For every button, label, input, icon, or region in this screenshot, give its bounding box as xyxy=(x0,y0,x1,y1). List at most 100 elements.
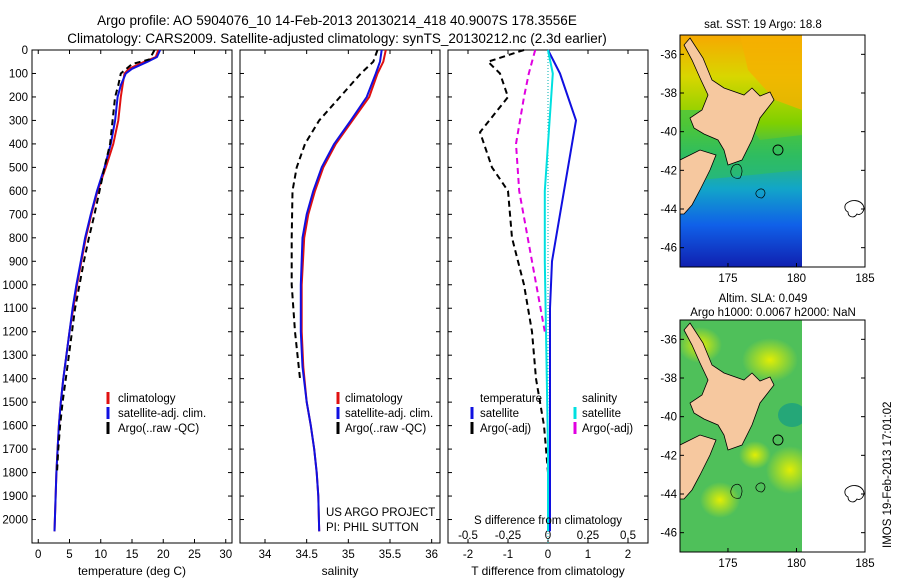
sst-map xyxy=(680,35,802,267)
x-tick-label: -1 xyxy=(503,549,513,561)
temperature-plot: 0 5 10 15 20 25 30 xyxy=(35,49,232,561)
sla-low-blob xyxy=(778,403,802,427)
x-tick-label: 34.5 xyxy=(295,549,317,561)
map-y-tick-label: -42 xyxy=(660,450,677,462)
temperature-panel xyxy=(31,49,233,544)
sla-bathymetry-contour xyxy=(730,482,766,499)
map-y-tick-label: -46 xyxy=(660,243,677,255)
x-tick-label: 10 xyxy=(94,549,107,561)
series-argo-raw-qc xyxy=(290,49,379,379)
x-tick-label-top: 0.25 xyxy=(577,530,599,542)
salinity-xlabel: salinity xyxy=(322,564,359,578)
imos-watermark: IMOS 19-Feb-2013 17:01:02 xyxy=(882,402,894,548)
depth-tick-label: 1700 xyxy=(2,444,28,456)
map-x-tick-label: 180 xyxy=(787,558,806,570)
x-tick-label: 2 xyxy=(625,549,631,561)
x-tick-label: 36 xyxy=(425,549,438,561)
series-argo-raw-qc xyxy=(56,49,156,473)
series-satellite-adj-clim xyxy=(53,49,162,532)
sla-map-frame xyxy=(679,319,866,553)
depth-tick-label: 800 xyxy=(9,233,28,245)
argo-float-marker xyxy=(772,434,784,446)
legend-climatology: climatology xyxy=(118,393,176,405)
map-y-tick-label: -38 xyxy=(660,88,677,100)
x-tick-label: 30 xyxy=(219,549,232,561)
figure-title-line1: Argo profile: AO 5904076_10 14-Feb-2013 … xyxy=(97,13,577,28)
difference-xlabel-top: S difference from climatology xyxy=(474,515,622,527)
depth-tick-label: 200 xyxy=(9,92,28,104)
depth-tick-label: 0 xyxy=(22,45,28,57)
map-y-tick-label: -40 xyxy=(660,127,677,139)
sla-high-blob xyxy=(742,338,798,382)
depth-tick-label: 1500 xyxy=(2,397,28,409)
sla-map-title-line2: Argo h1000: 0.0067 h2000: NaN xyxy=(690,307,856,319)
x-tick-label: -2 xyxy=(463,549,473,561)
land-south-island xyxy=(680,149,717,215)
legend-salinity-argo: Argo(-adj) xyxy=(582,423,633,435)
sst-map-title: sat. SST: 19 Argo: 18.8 xyxy=(704,19,822,31)
project-annotation-line2: PI: PHIL SUTTON xyxy=(326,522,419,534)
sla-map xyxy=(680,320,802,552)
series-satellite-adj-clim xyxy=(299,49,383,532)
depth-axis: 0 100 200 300 400 500 600 700 800 900 1000 1100 1200… xyxy=(2,45,648,527)
depth-tick-label: 1000 xyxy=(2,280,28,292)
x-tick-label-top: 0.5 xyxy=(620,530,636,542)
land-north-island xyxy=(683,37,775,166)
x-tick-label: 25 xyxy=(188,549,201,561)
map-y-tick-label: -40 xyxy=(660,412,677,424)
land-south-island xyxy=(680,434,717,500)
difference-xlabel-bottom: T difference from climatology xyxy=(471,564,625,578)
x-tick-label-top: -0.25 xyxy=(495,530,521,542)
depth-tick-label: 1600 xyxy=(2,421,28,433)
difference-legend: temperature satellite Argo(-adj) salinit… xyxy=(470,393,633,435)
sst-map-frame xyxy=(679,34,866,268)
legend-satellite: satellite-adj. clim. xyxy=(345,408,433,420)
temperature-legend: climatology satellite-adj. clim. Argo(..… xyxy=(106,392,206,435)
project-annotation-line1: US ARGO PROJECT xyxy=(326,507,435,519)
sst-warm-patch xyxy=(740,35,802,110)
x-tick-label: 35 xyxy=(342,549,355,561)
legend-temperature-argo: Argo(-adj) xyxy=(480,423,531,435)
salinity-legend: climatology satellite-adj. clim. Argo(..… xyxy=(336,392,433,435)
x-tick-label: 5 xyxy=(66,549,72,561)
depth-tick-label: 300 xyxy=(9,115,28,127)
sla-high-blob xyxy=(766,446,802,494)
depth-tick-label: 700 xyxy=(9,209,28,221)
map-x-tick-label: 185 xyxy=(855,273,874,285)
depth-tick-label: 1900 xyxy=(2,491,28,503)
depth-tick-label: 1800 xyxy=(2,468,28,480)
series-temperature-argo-adj xyxy=(479,49,549,473)
depth-tick-label: 600 xyxy=(9,186,28,198)
argo-float-marker xyxy=(772,144,784,156)
legend-climatology: climatology xyxy=(345,393,403,405)
series-salinity-satellite xyxy=(543,49,554,532)
map-x-tick-label: 180 xyxy=(787,273,806,285)
legend-satellite: satellite-adj. clim. xyxy=(118,408,206,420)
depth-tick-label: 500 xyxy=(9,162,28,174)
map-axes: 175 180 185 -36 -38 -40 -42 -44 -46 175 180 185 -36 -… xyxy=(660,49,874,570)
map-y-tick-label: -46 xyxy=(660,528,677,540)
depth-tick-label: 1100 xyxy=(3,303,28,315)
map-y-tick-label: -44 xyxy=(660,204,677,216)
legend-temperature-title: temperature xyxy=(480,393,542,405)
x-tick-label: 20 xyxy=(157,549,170,561)
depth-tick-label: 900 xyxy=(9,256,28,268)
depth-tick-label: 400 xyxy=(9,139,28,151)
salinity-plot: 34 34.5 35 35.5 36 xyxy=(259,49,438,561)
sla-map-white-region xyxy=(802,320,865,552)
depth-tick-label: 1300 xyxy=(2,350,28,362)
x-tick-label: 35.5 xyxy=(379,549,401,561)
depth-tick-label: 100 xyxy=(9,68,28,80)
sla-map-title-line1: Altim. SLA: 0.049 xyxy=(719,293,808,305)
sst-chatham-islands xyxy=(844,200,865,218)
map-y-tick-label: -36 xyxy=(660,49,677,61)
sst-map-white-region xyxy=(802,35,865,267)
map-x-tick-label: 175 xyxy=(718,273,737,285)
legend-argo: Argo(..raw -QC) xyxy=(345,423,426,435)
x-tick-label: 1 xyxy=(585,549,591,561)
legend-argo: Argo(..raw -QC) xyxy=(118,423,199,435)
sla-chatham-islands xyxy=(844,485,865,503)
legend-salinity-title: salinity xyxy=(582,393,617,405)
